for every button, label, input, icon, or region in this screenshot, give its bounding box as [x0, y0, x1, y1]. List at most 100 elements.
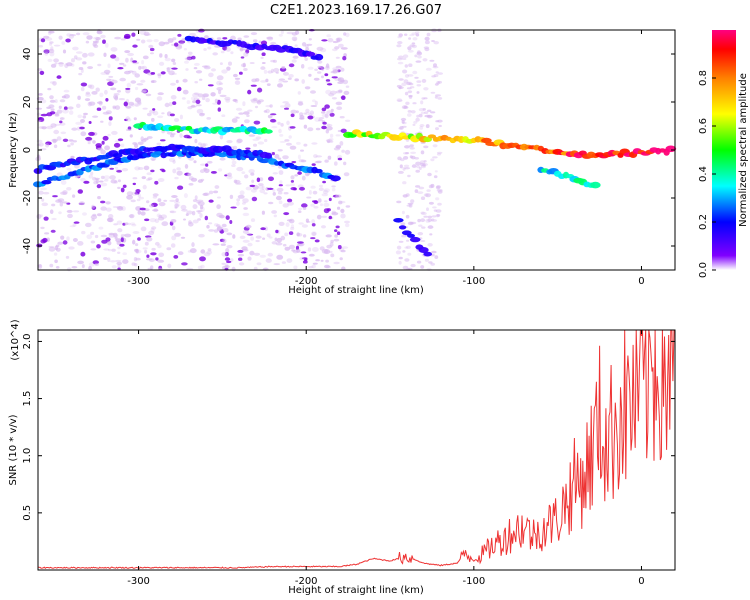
noise-blob [313, 200, 319, 205]
snr-xtick-label: 0 [638, 576, 644, 587]
noise-blob [434, 95, 438, 99]
noise-blob [253, 97, 258, 102]
noise-blob [73, 55, 78, 60]
noise-blob [187, 250, 192, 253]
noise-blob [237, 37, 242, 41]
noise-blob [213, 190, 219, 194]
noise-blob [434, 255, 439, 259]
noise-blob [125, 129, 132, 131]
noise-blob [243, 51, 249, 57]
noise-blob [157, 178, 165, 182]
noise-blob [60, 191, 67, 195]
noise-blob [174, 232, 181, 237]
noise-blob [310, 105, 318, 107]
noise-blob [100, 175, 105, 180]
noise-blob [398, 256, 403, 260]
snr-ytick-label: 0.5 [22, 505, 33, 521]
noise-blob [306, 172, 311, 176]
noise-blob [335, 225, 340, 229]
noise-blob [199, 256, 206, 262]
noise-blob [179, 41, 184, 46]
noise-blob [204, 65, 210, 68]
noise-blob [140, 136, 144, 142]
noise-blob [151, 226, 157, 230]
noise-blob [153, 208, 158, 212]
noise-blob [288, 63, 295, 68]
noise-blob [324, 73, 329, 77]
noise-blob [240, 56, 245, 59]
noise-blob [157, 73, 162, 77]
noise-blob [324, 264, 330, 269]
ridge-blob [264, 152, 273, 159]
noise-blob [321, 107, 327, 112]
noise-blob [219, 238, 225, 242]
noise-blob [268, 176, 274, 182]
noise-blob [68, 246, 75, 250]
noise-blob [176, 170, 183, 176]
noise-blob [40, 226, 45, 230]
noise-blob [414, 189, 419, 194]
noise-blob [237, 194, 245, 199]
noise-blob [174, 42, 179, 47]
noise-blob [48, 30, 55, 34]
noise-blob [293, 265, 298, 270]
noise-blob [80, 131, 87, 137]
noise-blob [226, 260, 232, 264]
colorbar-tick-label: 0.2 [698, 214, 709, 230]
noise-blob [188, 183, 194, 186]
noise-blob [110, 87, 117, 91]
noise-blob [57, 198, 65, 203]
noise-blob [238, 257, 243, 261]
noise-blob [416, 165, 421, 169]
noise-blob [221, 262, 226, 265]
noise-blob [421, 78, 427, 83]
noise-blob [234, 77, 241, 80]
noise-blob [62, 138, 69, 142]
noise-blob [274, 237, 278, 242]
noise-blob [304, 111, 311, 115]
noise-blob [341, 246, 349, 249]
noise-blob [318, 187, 324, 191]
noise-blob [222, 46, 228, 51]
noise-blob [428, 184, 433, 189]
noise-blob [164, 54, 168, 59]
noise-blob [408, 82, 414, 86]
noise-blob [159, 139, 166, 142]
noise-blob [227, 172, 232, 177]
noise-blob [41, 202, 49, 207]
noise-blob [133, 117, 137, 121]
noise-blob [325, 265, 332, 269]
noise-blob [399, 164, 403, 169]
noise-blob [250, 98, 257, 102]
noise-blob [328, 137, 334, 141]
noise-blob [323, 188, 330, 193]
noise-blob [90, 231, 95, 235]
noise-blob [143, 137, 149, 141]
noise-blob [416, 84, 422, 87]
noise-blob [250, 218, 256, 223]
noise-blob [50, 46, 54, 51]
noise-blob [430, 111, 436, 114]
noise-blob [279, 180, 283, 185]
noise-blob [256, 177, 261, 183]
noise-blob [278, 170, 284, 175]
noise-blob [249, 184, 256, 188]
noise-blob [89, 84, 95, 90]
noise-blob [407, 74, 414, 77]
noise-blob [282, 80, 289, 83]
noise-blob [244, 119, 250, 124]
noise-blob [279, 140, 286, 143]
noise-blob [193, 160, 197, 164]
noise-blob [138, 65, 142, 70]
noise-blob [286, 120, 290, 126]
noise-blob [405, 152, 410, 155]
noise-blob [105, 207, 112, 212]
noise-blob [135, 248, 139, 254]
noise-blob [321, 75, 324, 79]
noise-blob [271, 241, 277, 245]
noise-blob [299, 117, 305, 120]
noise-blob [241, 202, 246, 205]
noise-blob [311, 163, 316, 166]
noise-blob [402, 265, 409, 270]
noise-blob [77, 189, 84, 194]
